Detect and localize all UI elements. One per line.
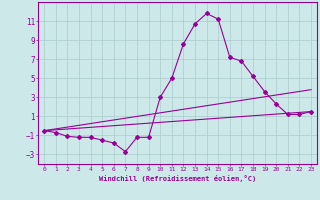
X-axis label: Windchill (Refroidissement éolien,°C): Windchill (Refroidissement éolien,°C) [99, 175, 256, 182]
